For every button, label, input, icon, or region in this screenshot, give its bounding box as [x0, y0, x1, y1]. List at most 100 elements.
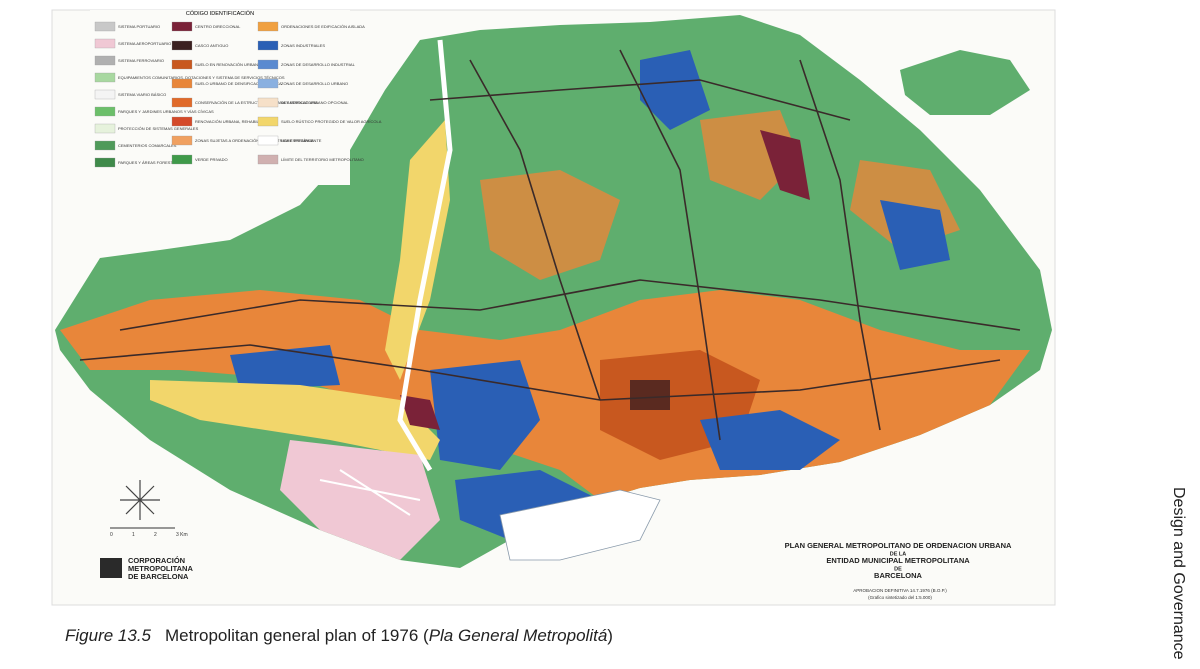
industrial-zone [640, 50, 710, 130]
directional-centre [760, 130, 810, 200]
urban-zone [700, 110, 800, 200]
logo-text: METROPOLITANA [128, 564, 193, 573]
legend-label: PROTECCIÓN DE SISTEMAS GENERALES [118, 126, 199, 131]
legend-label: SISTEMA FERROVIARIO [118, 58, 164, 63]
legend-swatch [94, 21, 116, 32]
caption-end: ) [607, 626, 613, 645]
legend-label: SUELO URBANO DE DENSIFICACIÓN BÁSICA [195, 81, 282, 86]
legend-swatch [94, 89, 116, 100]
legend-label: SUELO EN RENOVACIÓN URBANA [195, 62, 261, 67]
industrial-zone [230, 345, 340, 390]
legend-swatch [94, 38, 116, 49]
runway [319, 469, 421, 516]
legend-label: SISTEMA PORTUARIO [118, 24, 160, 29]
legend-swatch [257, 59, 279, 70]
scale-labels: 0 1 2 3 Km [110, 532, 188, 538]
legend-label: ZONAS DE DESARROLLO URBANO [281, 81, 348, 86]
map-figure: CÓDIGO IDENTIFICACIÓN SISTEMA PORTUARIOS… [51, 9, 1056, 606]
legend-swatch [94, 72, 116, 83]
legend-label: ZONAS DE DESARROLLO INDUSTRIAL [281, 62, 356, 67]
title-line: ENTIDAD MUNICIPAL METROPOLITANA [826, 556, 970, 565]
legend-swatch [257, 116, 279, 127]
agricultural-zone [385, 120, 450, 380]
industrial-zone [455, 470, 600, 540]
river [397, 39, 453, 472]
port [499, 489, 661, 561]
old-town [630, 380, 670, 410]
logo-text: CORPORACIÓN [128, 556, 185, 565]
legend-label: LÍMITE DEL TERRITORIO METROPOLITANO [281, 157, 364, 162]
legend-label: PARQUES Y JARDINES URBANOS Y VÍAS CÍVICA… [118, 109, 214, 114]
legend-swatch [171, 135, 193, 146]
legend-swatch [257, 154, 279, 165]
figure-caption: Figure 13.5 Metropolitan general plan of … [65, 626, 613, 646]
scale-note: (Grafico sintetizado del 1:5.000) [868, 595, 932, 600]
urban-zone [480, 170, 620, 280]
compass [120, 480, 160, 520]
legend-swatch [171, 40, 193, 51]
legend-box [90, 10, 350, 185]
agricultural-zone [150, 380, 440, 460]
legend-label: CEMENTERIOS COMARCALES [118, 143, 177, 148]
caption-italic: Pla General Metropolitá [428, 626, 608, 645]
legend-label: LIBRE PERMANENTE [281, 138, 322, 143]
roads [79, 49, 1021, 441]
legend-label: CONSERVACIÓN DE LA ESTRUCTURA URBANA Y E… [195, 100, 318, 105]
legend-label: VERDE PRIVADO [195, 157, 228, 162]
legend: SISTEMA PORTUARIO SISTEMA AEROPORTUARIO SI… [94, 21, 382, 168]
airport-zone [280, 440, 440, 560]
title-block: PLAN GENERAL METROPOLITANO DE ORDENACION… [785, 541, 1012, 600]
legend-label: ZONAS SUJETAS A ORDENACIÓN VOLUMÉTRICA E… [195, 138, 314, 143]
legend-swatch [94, 55, 116, 66]
legend-swatch [257, 135, 279, 146]
map-frame [51, 9, 1056, 606]
industrial-zone [430, 360, 540, 470]
running-head: Design and Governance [1170, 487, 1187, 660]
legend-swatch [94, 140, 116, 151]
title-line: BARCELONA [874, 571, 922, 580]
title-line: DE [894, 567, 902, 573]
legend-swatch [171, 78, 193, 89]
legend-swatch [257, 40, 279, 51]
logo-mark [100, 558, 122, 578]
legend-label: RENOVACIÓN URBANA, REHABILITACIÓN [195, 119, 275, 124]
legend-label: PARQUES Y ÁREAS FORESTALES [118, 160, 183, 165]
approval: APROBACION DEFINITIVA 14.7.1976 (B.O.P.) [853, 588, 947, 593]
caption-label: Figure 13.5 [65, 626, 151, 645]
legend-label: CENTRO DIRECCIONAL [195, 24, 241, 29]
legend-swatch [171, 116, 193, 127]
legend-label: EQUIPAMIENTOS COMUNITARIOS, DOTACIONES Y… [118, 75, 285, 80]
inset-map [900, 50, 1030, 115]
industrial-zone [700, 410, 840, 470]
legend-label: CASCO ANTIGUO [195, 43, 228, 48]
scale-label: 0 [110, 532, 113, 538]
legend-swatch [171, 154, 193, 165]
title-line: PLAN GENERAL METROPOLITANO DE ORDENACION… [785, 541, 1012, 550]
legend-label: DESARROLLO URBANO OPCIONAL [281, 100, 349, 105]
legend-swatch [257, 21, 279, 32]
scale-label: 3 Km [176, 532, 188, 538]
legend-title: CÓDIGO IDENTIFICACIÓN [186, 10, 254, 17]
legend-swatch [94, 123, 116, 134]
legend-swatch [171, 59, 193, 70]
legend-swatch [94, 157, 116, 168]
legend-label: SISTEMA AEROPORTUARIO [118, 41, 171, 46]
legend-label: ORDENACIONES DE EDIFICACIÓN AISLADA [281, 24, 365, 29]
legend-label: SUELO RÚSTICO PROTEGIDO DE VALOR AGRÍCOL… [281, 119, 382, 124]
legend-swatch [171, 97, 193, 108]
legend-swatch [171, 21, 193, 32]
logo-text: DE BARCELONA [128, 572, 189, 581]
legend-label: ZONAS INDUSTRIALES [281, 43, 325, 48]
scale-label: 1 [132, 532, 135, 538]
legend-swatch [257, 97, 279, 108]
title-line: DE LA [890, 552, 907, 558]
scale-label: 2 [154, 532, 157, 538]
legend-swatch [94, 106, 116, 117]
caption-text: Metropolitan general plan of 1976 ( [165, 626, 429, 645]
directional-centre [400, 395, 440, 430]
legend-swatch [257, 78, 279, 89]
industrial-zone [880, 200, 950, 270]
legend-label: SISTEMA VIARIO BÁSICO [118, 92, 166, 97]
